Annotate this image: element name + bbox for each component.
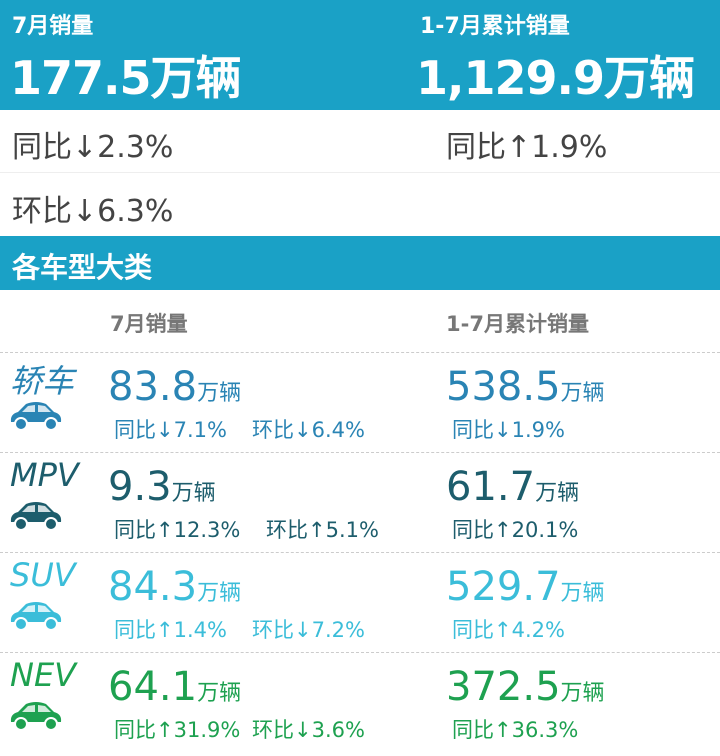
month-sales: 83.8万辆 (108, 364, 242, 410)
month-mom: 环比↓7.2% (252, 618, 365, 642)
month-yoy: 同比↓2.3% (12, 130, 174, 165)
category-row: MPV 9.3万辆 同比↑12.3% 环比↑5.1% 61.7万辆 同比↑20.… (0, 452, 720, 552)
ytd-sales: 538.5万辆 (446, 364, 605, 410)
month-mom: 环比↓6.4% (252, 418, 365, 442)
month-yoy: 同比↓7.1% (114, 418, 227, 442)
category-row: 轿车 83.8万辆 同比↓7.1% 环比↓6.4% 538.5万辆 同比↓1.9… (0, 352, 720, 452)
ytd-sales: 372.5万辆 (446, 664, 605, 710)
category-name: SUV (10, 556, 76, 594)
month-sales: 84.3万辆 (108, 564, 242, 610)
ytd-label: 1-7月累计销量 (420, 14, 570, 39)
ev-car-icon (10, 702, 62, 731)
category-name: MPV (10, 456, 79, 494)
ytd-yoy: 同比↑20.1% (452, 518, 579, 542)
mpv-icon (10, 502, 62, 531)
month-label: 7月销量 (12, 14, 94, 39)
month-sales: 64.1万辆 (108, 664, 242, 710)
ytd-value: 1,129.9万辆 (416, 51, 695, 105)
month-mom: 环比↑5.1% (266, 518, 379, 542)
category-row: SUV 84.3万辆 同比↑1.4% 环比↓7.2% 529.7万辆 同比↑4.… (0, 552, 720, 652)
month-value: 177.5万辆 (10, 51, 242, 105)
suv-icon (10, 602, 62, 631)
sedan-icon (10, 402, 62, 431)
ytd-yoy: 同比↑4.2% (452, 618, 565, 642)
month-sales: 9.3万辆 (108, 464, 216, 510)
section-title: 各车型大类 (0, 236, 720, 290)
divider (0, 172, 720, 173)
ytd-sales: 529.7万辆 (446, 564, 605, 610)
month-yoy: 同比↑31.9% (114, 718, 241, 742)
ytd-yoy: 同比↑1.9% (446, 130, 608, 165)
category-name: NEV (10, 656, 77, 694)
month-yoy: 同比↑12.3% (114, 518, 241, 542)
ytd-yoy: 同比↓1.9% (452, 418, 565, 442)
category-name: 轿车 (10, 362, 75, 400)
ytd-sales: 61.7万辆 (446, 464, 580, 510)
month-mom: 环比↓3.6% (252, 718, 365, 742)
month-yoy: 同比↑1.4% (114, 618, 227, 642)
ytd-yoy: 同比↑36.3% (452, 718, 579, 742)
col-ytd: 1-7月累计销量 (446, 312, 589, 336)
header-band: 7月销量 177.5万辆 1-7月累计销量 1,129.9万辆 (0, 0, 720, 110)
month-mom: 环比↓6.3% (12, 194, 174, 229)
col-month: 7月销量 (110, 312, 188, 336)
category-row: NEV 64.1万辆 同比↑31.9% 环比↓3.6% 372.5万辆 同比↑3… (0, 652, 720, 752)
